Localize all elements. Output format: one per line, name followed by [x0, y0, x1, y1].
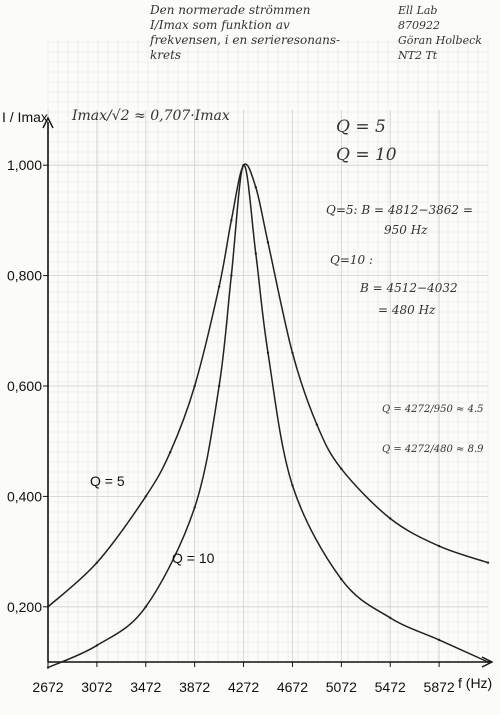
data-point	[486, 561, 490, 564]
x-axis-label: f (Hz)	[458, 675, 492, 691]
x-tick-label: 3072	[81, 679, 112, 695]
q-legend-10: Q = 10	[336, 145, 397, 165]
series-line-q10	[47, 164, 489, 669]
check-q5-note: Q = 4272/950 ≈ 4.5	[382, 404, 483, 415]
data-point	[144, 495, 147, 498]
header-info-line: Göran Holbeck	[398, 34, 482, 47]
y-tick-label: 0,400	[7, 488, 42, 504]
formula-note: Imax/√2 ≈ 0,707·Imax	[71, 108, 230, 124]
data-point	[486, 660, 490, 664]
series-line-q5	[47, 163, 489, 608]
data-point	[230, 274, 233, 277]
data-point	[437, 638, 441, 642]
x-tick-label: 4272	[228, 679, 259, 695]
data-point	[217, 384, 221, 388]
data-point	[193, 506, 196, 509]
data-point	[95, 644, 99, 647]
data-point	[254, 186, 257, 189]
x-tick-label: 2672	[32, 679, 63, 695]
header-title-line: krets	[150, 48, 181, 62]
data-point	[340, 578, 343, 581]
check-q10-note: Q = 4272/480 ≈ 8.9	[382, 444, 484, 455]
data-point	[437, 544, 441, 548]
data-point	[389, 616, 392, 620]
x-axis-arrow	[481, 656, 494, 668]
x-tick-label: 5872	[424, 679, 455, 695]
data-point	[266, 351, 270, 355]
header-info-line: NT2 Tt	[397, 49, 438, 62]
y-tick-label: 0,600	[7, 378, 42, 394]
header-info-line: Ell Lab	[397, 4, 437, 17]
header-title-line: frekvensen, i en serieresonans-	[149, 33, 340, 47]
y-axis-arrow	[42, 116, 54, 129]
data-point	[242, 164, 245, 167]
header-title-line: I/Imax som funktion av	[149, 18, 290, 32]
y-tick-label: 1,000	[7, 157, 42, 173]
data-point	[144, 605, 147, 608]
data-point	[291, 351, 294, 355]
data-point	[169, 451, 172, 454]
calc-q10-line: = 480 Hz	[378, 303, 436, 317]
x-tick-label: 3472	[130, 679, 161, 695]
data-point	[266, 241, 270, 244]
data-point	[95, 561, 99, 564]
data-point	[291, 484, 294, 487]
data-point	[315, 423, 319, 426]
header-title-line: Den normerade strömmen	[149, 3, 310, 17]
calc-q5-line: Q=5: B = 4812−3862 =	[326, 203, 473, 217]
y-tick-label: 0,200	[7, 599, 42, 615]
calc-q10-line: B = 4512−4032	[359, 281, 458, 295]
data-point	[46, 666, 50, 669]
data-point	[389, 517, 392, 520]
q-legend-5: Q = 5	[336, 117, 386, 137]
data-point	[254, 252, 257, 255]
calc-q5-line: 950 Hz	[384, 223, 428, 237]
data-point	[217, 285, 221, 288]
data-point	[340, 467, 343, 470]
x-tick-label: 5072	[326, 679, 357, 695]
x-tick-label: 5472	[375, 679, 406, 695]
header-info-line: 870922	[398, 19, 440, 32]
data-point	[193, 384, 196, 388]
series-label-q5: Q = 5	[90, 473, 125, 489]
x-tick-label: 4672	[277, 679, 308, 695]
y-axis-label: I / Imax	[2, 109, 48, 125]
data-point	[46, 605, 50, 608]
calc-q10-line: Q=10 :	[330, 253, 373, 267]
series-label-q10: Q = 10	[172, 550, 215, 566]
y-tick-label: 0,800	[7, 268, 42, 284]
x-tick-label: 3872	[179, 679, 210, 695]
data-point	[230, 219, 233, 222]
